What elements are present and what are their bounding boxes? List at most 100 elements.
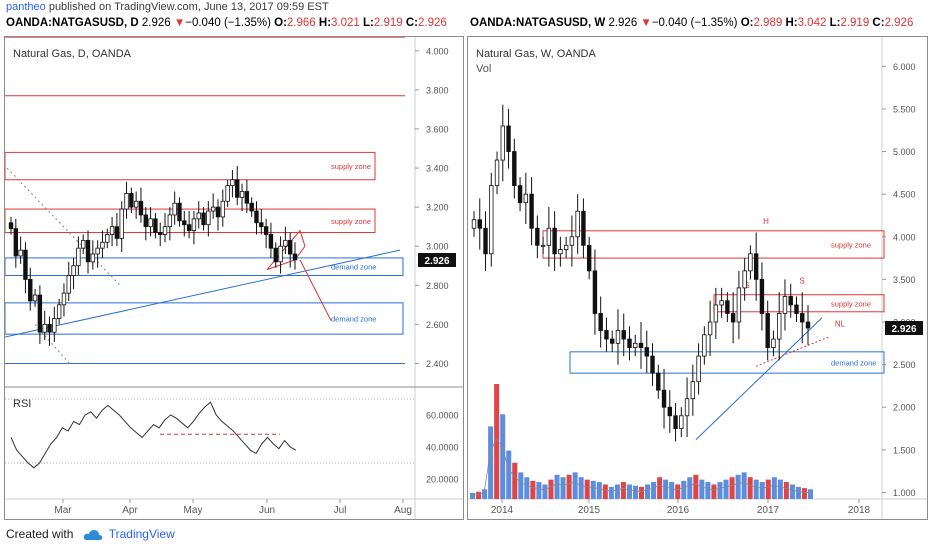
daily-projection-line: [299, 259, 332, 321]
daily-y-tick-label: 3.200: [426, 203, 449, 213]
weekly-candle-body: [483, 227, 488, 255]
weekly-candle-body: [696, 355, 701, 383]
weekly-candle-body: [707, 321, 713, 336]
left-close-value: 2.926: [418, 17, 447, 29]
daily-candle-body: [90, 253, 96, 263]
daily-x-tick-label: Aug: [394, 505, 412, 516]
left-close-label: C:: [405, 17, 418, 29]
author-link[interactable]: pantheo: [6, 1, 46, 13]
weekly-candle-body: [506, 125, 511, 152]
right-last-price: 2.926: [608, 17, 638, 29]
weekly-candle-body: [638, 342, 644, 348]
weekly-y-tick-label: 2.500: [893, 360, 916, 370]
weekly-chart-title: Natural Gas, W, OANDA: [476, 48, 596, 60]
weekly-volume-bar: [476, 491, 482, 499]
weekly-candle-body: [679, 415, 684, 429]
weekly-volume-bar: [795, 486, 801, 499]
right-high-value: 3.042: [797, 17, 827, 29]
published-text: published on TradingView.com, June 13, 2…: [45, 1, 329, 13]
weekly-volume-bar: [789, 484, 795, 499]
weekly-candle-body: [529, 193, 534, 229]
footer: Created with TradingView: [6, 527, 175, 541]
weekly-candle-body: [540, 244, 546, 247]
daily-candle-body: [283, 239, 288, 247]
weekly-volume-bar: [651, 482, 657, 499]
daily-candle-body: [18, 249, 23, 257]
daily-price-badge: 2.926: [418, 253, 456, 267]
right-open-label: O:: [740, 17, 754, 29]
tradingview-brand-link[interactable]: TradingView: [108, 527, 175, 541]
weekly-candle-body: [477, 219, 482, 229]
daily-candle-body: [244, 191, 250, 204]
weekly-volume-bar: [596, 482, 602, 499]
weekly-volume-bar: [524, 477, 530, 499]
weekly-candle-body: [765, 313, 770, 348]
weekly-candle-body: [621, 330, 626, 340]
weekly-y-tick-label: 1.500: [893, 445, 916, 455]
daily-price-badge-bg: [418, 253, 456, 267]
daily-candle-body: [225, 185, 230, 202]
weekly-candle-body: [592, 270, 598, 314]
left-last-price: 2.926: [141, 17, 171, 29]
daily-candle-body: [196, 212, 201, 220]
daily-chart-panel[interactable]: supply zone supply zone demand zone demand …: [4, 36, 464, 520]
weekly-volume-bar: [783, 482, 789, 499]
weekly-volume-bar: [506, 450, 512, 499]
left-low-label: L:: [363, 17, 374, 29]
daily-candle-body: [158, 232, 163, 235]
rsi-title: RSI: [13, 398, 31, 410]
weekly-y-tick-label: 2.000: [893, 403, 916, 413]
weekly-chart-panel[interactable]: supply zone supply zone demand zone H S S NL …: [467, 36, 928, 520]
weekly-volume-bar: [590, 480, 596, 499]
weekly-volume-bar: [735, 474, 741, 499]
daily-chart-svg[interactable]: supply zone supply zone demand zone demand …: [5, 37, 463, 519]
daily-candle-body: [182, 220, 187, 226]
left-down-arrow-icon: ▼: [173, 17, 186, 29]
right-symbol[interactable]: OANDA:NATGASUSD, W: [470, 17, 606, 29]
rsi-y-tick-label: 40.0000: [426, 443, 459, 453]
daily-zone-label-1: supply zone: [331, 217, 371, 226]
weekly-candle-body: [627, 338, 632, 348]
daily-candle-body: [119, 208, 124, 239]
weekly-zone-2: [569, 351, 885, 374]
daily-candle-body: [143, 214, 148, 228]
weekly-volume-bar: [512, 462, 518, 499]
daily-candle-body: [109, 226, 115, 235]
daily-candle-body: [114, 226, 120, 239]
daily-x-tick-label: Mar: [54, 505, 72, 516]
daily-candle-body: [52, 318, 57, 333]
weekly-volume-bar: [554, 474, 560, 499]
weekly-y-tick-label: 1.000: [893, 488, 916, 498]
weekly-volume-bar: [657, 477, 663, 499]
weekly-candle-body: [581, 210, 586, 246]
daily-dotted-line-2: [34, 324, 72, 366]
daily-candle-body: [153, 218, 158, 233]
left-symbol[interactable]: OANDA:NATGASUSD, D: [6, 17, 139, 29]
weekly-y-tick-label: 5.500: [893, 104, 916, 114]
daily-candle-body: [186, 224, 192, 231]
daily-candle-body: [287, 239, 293, 255]
weekly-candle-body: [736, 287, 742, 323]
daily-candle-body: [32, 294, 38, 302]
weekly-candle-body: [725, 300, 730, 314]
right-low-label: L:: [829, 17, 841, 29]
weekly-volume-bar: [488, 426, 494, 499]
weekly-candle-body: [656, 372, 661, 391]
weekly-volume-bar: [687, 477, 693, 499]
weekly-volume-bar: [494, 384, 500, 499]
weekly-candle-body: [702, 334, 707, 357]
weekly-volume-bar: [777, 479, 783, 499]
daily-candle-body: [81, 239, 86, 249]
daily-candle-body: [249, 202, 254, 212]
weekly-candle-body: [753, 253, 759, 280]
left-open-label: O:: [274, 17, 287, 29]
daily-candle-body: [210, 206, 216, 212]
weekly-volume-bar: [500, 414, 506, 499]
weekly-y-tick-label: 5.000: [893, 147, 916, 157]
left-symbol-header: OANDA:NATGASUSD, D 2.926 ▼−0.040 (−1.35%…: [6, 17, 447, 29]
daily-candle-body: [76, 247, 81, 267]
weekly-volume-bar: [602, 484, 608, 499]
weekly-volume-bar: [729, 477, 735, 499]
weekly-candle-body: [598, 313, 603, 331]
